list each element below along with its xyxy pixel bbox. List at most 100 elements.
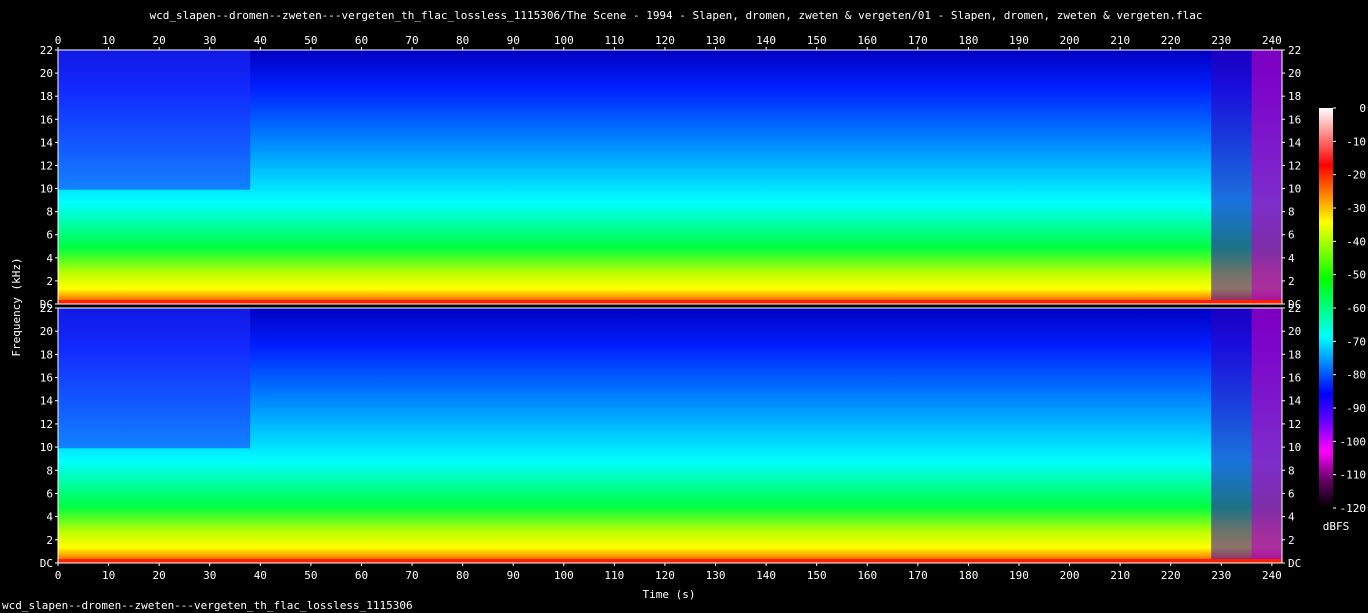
x-tick-label-bottom: 20 (153, 569, 166, 582)
x-tick-label-top: 20 (153, 34, 166, 47)
x-tick-label-top: 190 (1009, 34, 1029, 47)
x-tick-label-top: 230 (1211, 34, 1231, 47)
x-tick-label-top: 170 (908, 34, 928, 47)
colorbar-tick-label: -30 (1346, 202, 1366, 215)
x-tick-label-bottom: 80 (456, 569, 469, 582)
x-tick-label-bottom: 140 (756, 569, 776, 582)
y-tick-label-right: 20 (1288, 67, 1301, 80)
colorbar-tick-label: -90 (1346, 402, 1366, 415)
colorbar-tick-label: -10 (1346, 135, 1366, 148)
y-tick-label-right: 18 (1288, 348, 1301, 361)
y-tick-label-left: 10 (40, 183, 53, 196)
x-tick-label-top: 10 (102, 34, 115, 47)
colorbar-tick-label: -50 (1346, 269, 1366, 282)
y-tick-label-right: 12 (1288, 418, 1301, 431)
y-tick-label-right: 16 (1288, 113, 1301, 126)
colorbar-tick-label: -100 (1340, 435, 1367, 448)
colorbar-tick-label: -120 (1340, 502, 1367, 515)
y-tick-label-left: 8 (46, 464, 53, 477)
y-tick-label-right: 2 (1288, 275, 1295, 288)
y-tick-label-left: DC (40, 557, 53, 570)
x-tick-label-top: 160 (857, 34, 877, 47)
x-tick-label-bottom: 40 (254, 569, 267, 582)
y-tick-label-left: 8 (46, 206, 53, 219)
intro-high-band (58, 308, 251, 449)
y-tick-label-left: 10 (40, 441, 53, 454)
y-tick-label-left: DC (40, 298, 53, 311)
y-tick-label-right: 10 (1288, 183, 1301, 196)
x-tick-label-bottom: 190 (1009, 569, 1029, 582)
dc-band (58, 300, 1282, 304)
x-tick-label-top: 240 (1262, 34, 1282, 47)
x-tick-label-bottom: 200 (1060, 569, 1080, 582)
y-tick-label-right: 4 (1288, 511, 1295, 524)
x-tick-label-top: 130 (706, 34, 726, 47)
x-ticks-top: 0 10 20 30 40 50 60 70 80 90 100 110 120 130 140 150 160… (55, 34, 1282, 50)
x-tick-label-bottom: 60 (355, 569, 368, 582)
x-tick-label-top: 40 (254, 34, 267, 47)
y-axis-label: Frequency (kHz) (10, 257, 23, 356)
x-tick-label-top: 120 (655, 34, 675, 47)
x-tick-label-top: 0 (55, 34, 62, 47)
x-tick-label-bottom: 110 (604, 569, 624, 582)
dc-band (58, 559, 1282, 563)
colorbar-tick-label: -70 (1346, 335, 1366, 348)
colorbar-tick-label: -60 (1346, 302, 1366, 315)
y-tick-label-right: 6 (1288, 229, 1295, 242)
y-tick-label-left: 20 (40, 325, 53, 338)
x-tick-label-top: 50 (304, 34, 317, 47)
channel-frame (57, 49, 1283, 305)
x-tick-label-top: 110 (604, 34, 624, 47)
x-tick-label-top: 100 (554, 34, 574, 47)
y-tick-label-left: 14 (40, 395, 54, 408)
y-tick-label-right: 14 (1288, 395, 1302, 408)
y-tick-label-left: 2 (46, 534, 53, 547)
x-tick-label-bottom: 70 (405, 569, 418, 582)
channel-2 (57, 307, 1283, 564)
y-tick-label-left: 4 (46, 511, 53, 524)
x-tick-label-bottom: 100 (554, 569, 574, 582)
y-tick-label-left: 22 (40, 44, 53, 57)
y-tick-label-right: 10 (1288, 441, 1301, 454)
y-tick-label-right: DC (1288, 298, 1301, 311)
y-tick-label-left: 4 (46, 252, 53, 265)
y-tick-label-right: DC (1288, 557, 1301, 570)
x-tick-label-bottom: 210 (1110, 569, 1130, 582)
x-axis-label: Time (s) (643, 588, 696, 601)
y-tick-label-left: 14 (40, 136, 54, 149)
x-tick-label-bottom: 180 (958, 569, 978, 582)
intro-high-band (58, 50, 251, 190)
x-tick-label-top: 180 (958, 34, 978, 47)
channel-spectrum (58, 308, 1282, 563)
x-tick-label-bottom: 90 (507, 569, 520, 582)
y-tick-label-left: 20 (40, 67, 53, 80)
y-tick-label-left: 22 (40, 302, 53, 315)
x-tick-label-bottom: 150 (807, 569, 827, 582)
y-tick-label-right: 2 (1288, 534, 1295, 547)
y-tick-label-right: 4 (1288, 252, 1295, 265)
fadeout-tail (1251, 50, 1282, 304)
x-tick-label-top: 140 (756, 34, 776, 47)
y-tick-label-right: 18 (1288, 90, 1301, 103)
x-tick-label-bottom: 160 (857, 569, 877, 582)
x-tick-label-top: 90 (507, 34, 520, 47)
x-tick-label-top: 70 (405, 34, 418, 47)
colorbar-tick-label: -80 (1346, 369, 1366, 382)
y-tick-label-left: 16 (40, 372, 53, 385)
colorbar-scale (1319, 108, 1333, 508)
x-ticks-bottom: 0 10 20 30 40 50 60 70 80 90 100 110 120 130 140 150 160… (55, 563, 1282, 582)
channel-1 (57, 49, 1283, 305)
x-tick-label-top: 80 (456, 34, 469, 47)
fadeout-tail (1251, 308, 1282, 563)
y-tick-label-left: 6 (46, 229, 53, 242)
y-tick-label-left: 12 (40, 418, 53, 431)
x-tick-label-top: 200 (1060, 34, 1080, 47)
x-tick-label-bottom: 30 (203, 569, 216, 582)
x-tick-label-bottom: 170 (908, 569, 928, 582)
chart-title: wcd_slapen--dromen--zweten---vergeten_th… (149, 9, 1203, 22)
y-tick-label-right: 12 (1288, 159, 1301, 172)
colorbar-label: dBFS (1323, 520, 1350, 533)
x-tick-label-top: 60 (355, 34, 368, 47)
